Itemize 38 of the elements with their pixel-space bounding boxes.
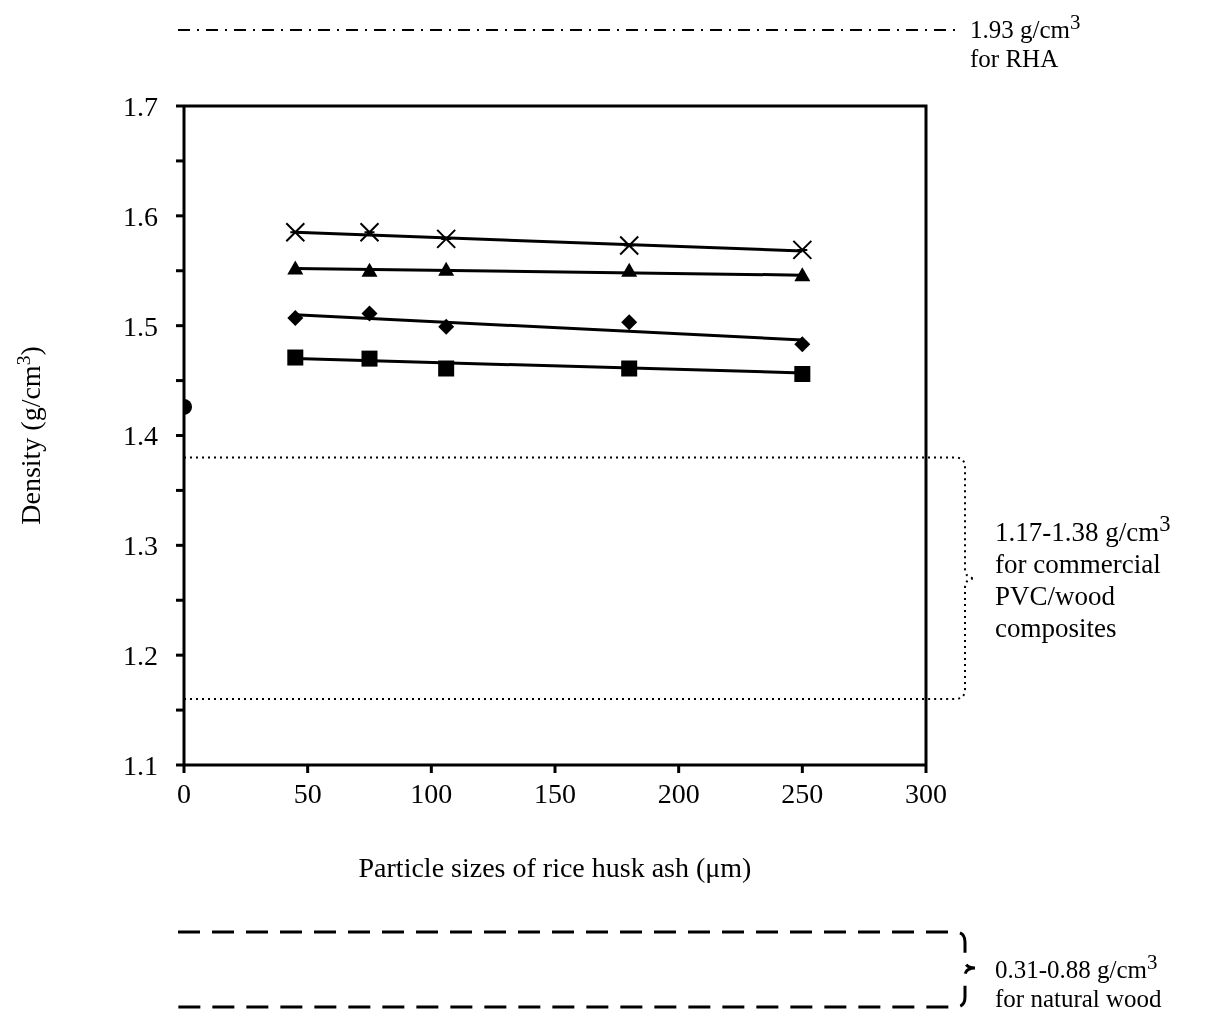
point [361, 305, 378, 322]
point [621, 314, 638, 331]
point [361, 262, 378, 277]
y-tick-label: 1.2 [123, 640, 158, 672]
point [794, 336, 811, 353]
y-tick-label: 1.5 [123, 310, 158, 342]
x-axis-title: Particle sizes of rice husk ash (μm) [357, 852, 753, 884]
point [361, 350, 378, 367]
x-tick-label: 250 [781, 777, 824, 809]
text: 1.93 g/cm$^{3}$ for RHA [970, 9, 1081, 74]
x-tick-label: 200 [657, 777, 700, 809]
y-tick-label: 1.6 [123, 200, 158, 232]
point [438, 318, 455, 335]
x-tick-label: 50 [293, 777, 322, 809]
point [287, 260, 304, 275]
point [794, 365, 811, 382]
point [438, 261, 455, 276]
point [621, 360, 638, 377]
x-tick-label: 300 [905, 777, 947, 809]
x-tick-label: 100 [410, 777, 453, 809]
text: 0.31-0.88 g/cm$^{3}$ for natural wood [995, 949, 1162, 1014]
point [619, 235, 640, 256]
point [287, 309, 304, 326]
x-tick-label: 150 [534, 777, 576, 809]
point [794, 267, 811, 282]
y-tick-label: 1.4 [123, 420, 158, 452]
ref-line-label: 1.17-1.38 g/cm$^{3}$ for commercial PVC/wood composites [995, 510, 1171, 645]
point [436, 228, 457, 249]
point [285, 222, 306, 243]
point [792, 239, 813, 260]
y-tick-label: 1.3 [123, 530, 158, 562]
point [359, 222, 380, 243]
y-tick-label: 1.1 [123, 749, 158, 781]
x-tick-label: 0 [177, 777, 191, 809]
point [621, 262, 638, 277]
y-tick-label: 1.7 [123, 90, 158, 122]
point [287, 349, 304, 366]
point [438, 360, 455, 377]
